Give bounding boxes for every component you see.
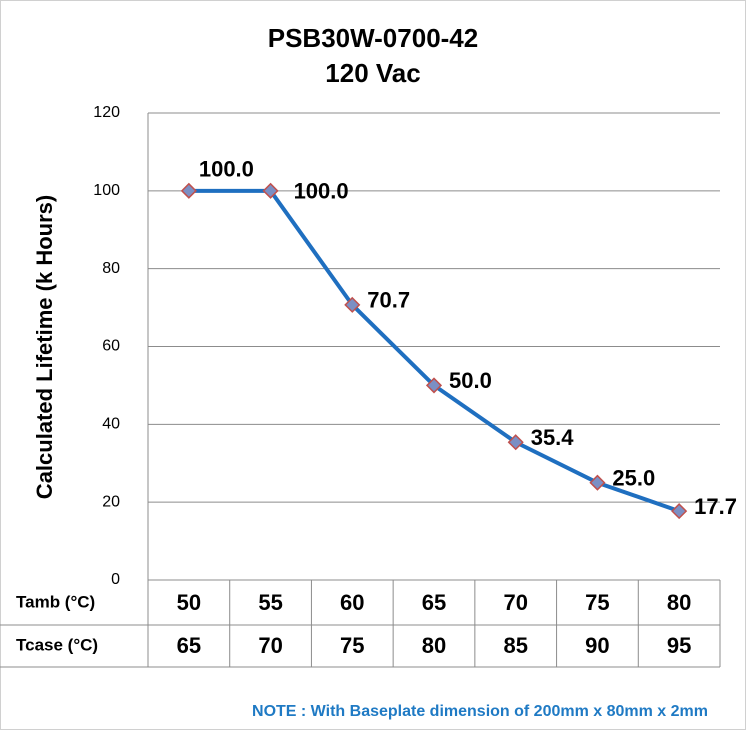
y-tick-label: 100: [93, 182, 120, 199]
x-tick-label: 55: [258, 590, 282, 615]
data-label: 17.7: [694, 494, 737, 519]
y-axis-label: Calculated Lifetime (k Hours): [32, 195, 57, 499]
tcase-label: 95: [667, 633, 691, 658]
y-tick-label: 40: [102, 416, 120, 433]
row-label: Tamb (°C): [16, 592, 95, 611]
chart-title: PSB30W-0700-42: [268, 23, 478, 53]
data-label: 70.7: [367, 288, 410, 313]
marker: [671, 503, 688, 520]
x-tick-label: 70: [503, 590, 527, 615]
tcase-label: 80: [422, 633, 446, 658]
marker: [425, 377, 443, 394]
tcase-label: 75: [340, 633, 364, 658]
tcase-label: 70: [258, 633, 282, 658]
marker: [262, 182, 279, 199]
marker: [589, 474, 606, 491]
y-tick-label: 80: [102, 260, 120, 277]
y-tick-label: 20: [102, 493, 120, 510]
x-tick-label: 60: [340, 590, 364, 615]
y-tick-label: 0: [111, 571, 120, 588]
data-label: 100.0: [294, 179, 349, 204]
y-tick-label: 120: [93, 104, 120, 121]
data-label: 100.0: [199, 157, 254, 182]
data-label: 25.0: [612, 466, 655, 491]
row-label: Tcase (°C): [16, 635, 98, 654]
data-label: 35.4: [531, 425, 575, 450]
marker: [507, 434, 524, 451]
tcase-label: 65: [177, 633, 201, 658]
tcase-label: 90: [585, 633, 609, 658]
x-tick-label: 80: [667, 590, 691, 615]
y-tick-label: 60: [102, 338, 120, 355]
tcase-label: 85: [503, 633, 527, 658]
x-tick-label: 65: [422, 590, 446, 615]
chart-subtitle: 120 Vac: [325, 58, 420, 88]
x-tick-label: 75: [585, 590, 609, 615]
data-label: 50.0: [449, 368, 492, 393]
note: NOTE : With Baseplate dimension of 200mm…: [252, 703, 708, 720]
marker: [180, 182, 197, 199]
x-tick-label: 50: [177, 590, 201, 615]
marker: [344, 296, 361, 313]
